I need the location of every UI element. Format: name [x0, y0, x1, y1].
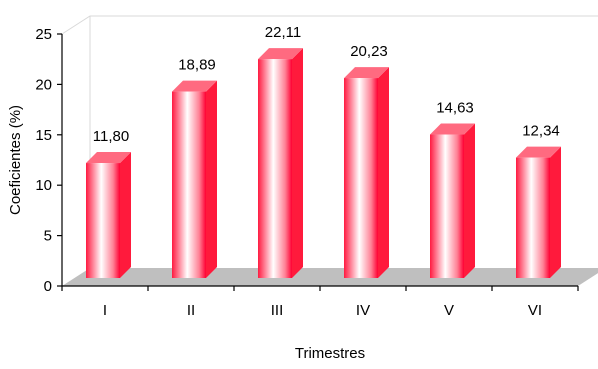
bar-top	[430, 123, 475, 135]
bar-front	[430, 134, 464, 278]
bar-front	[258, 59, 292, 279]
bar-top	[86, 152, 131, 164]
bar	[516, 146, 561, 278]
x-axis-title: Trimestres	[295, 345, 365, 362]
data-label: 20,23	[350, 43, 388, 60]
x-tick-label: III	[271, 302, 284, 319]
y-axis-title: Coeficientes (%)	[7, 105, 24, 215]
data-label: 18,89	[178, 57, 216, 74]
bars	[86, 48, 561, 279]
y-tick-label: 5	[44, 228, 52, 245]
x-tick-label: VI	[528, 302, 542, 319]
bar-side	[464, 123, 475, 278]
wall-top-edge	[61, 15, 598, 35]
bar	[172, 80, 217, 278]
y-tick-label: 20	[35, 76, 52, 93]
y-tick-label: 10	[35, 177, 52, 194]
bar-front	[344, 78, 378, 278]
data-label: 12,34	[522, 123, 560, 140]
bar-front	[86, 163, 120, 278]
bar-side	[378, 67, 389, 278]
bar-top	[258, 48, 303, 60]
bar-side	[292, 48, 303, 279]
y-tick-label: 15	[35, 127, 52, 144]
bar-front	[516, 157, 550, 278]
x-tick-label: I	[103, 302, 107, 319]
y-tick-label: 25	[35, 26, 52, 43]
bar-side	[206, 80, 217, 278]
bar-side	[550, 146, 561, 278]
bar	[344, 67, 389, 278]
x-tick-label: V	[444, 302, 454, 319]
bar-front	[172, 91, 206, 278]
data-label: 11,80	[93, 128, 129, 145]
bar-side	[120, 152, 131, 278]
data-labels: 11,80 18,89 22,11 20,23 14,63 12,34	[93, 24, 560, 145]
bar	[258, 48, 303, 279]
bar-top	[344, 67, 389, 79]
x-tick-label: II	[187, 302, 195, 319]
x-tick-label: IV	[356, 302, 370, 319]
bar-top	[516, 146, 561, 158]
y-tick-label: 0	[44, 278, 52, 295]
bar	[86, 152, 131, 278]
bar-top	[172, 80, 217, 92]
data-label: 14,63	[436, 100, 474, 117]
data-label: 22,11	[265, 24, 301, 41]
bar	[430, 123, 475, 278]
